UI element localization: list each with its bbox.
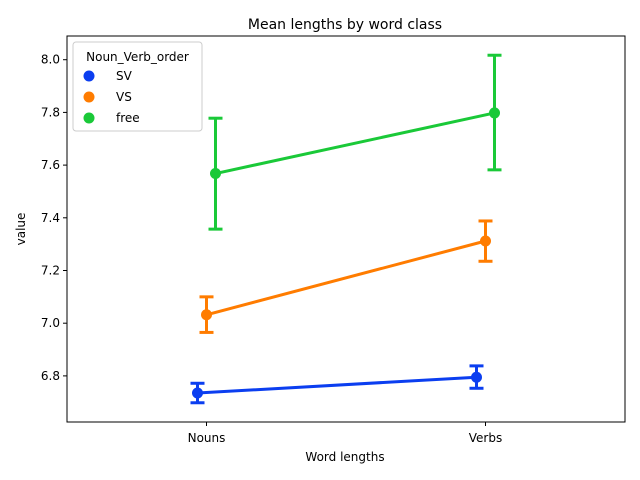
legend: Noun_Verb_order SV VS free [72, 41, 203, 132]
legend-label: free [116, 111, 140, 125]
legend-marker [83, 91, 95, 103]
legend-title: Noun_Verb_order [86, 50, 189, 64]
data-point [192, 387, 203, 399]
series-line [197, 375, 477, 395]
chart-title: Mean lengths by word class [248, 17, 442, 33]
legend-label: VS [116, 90, 132, 104]
y-tick-label: 7.2 [41, 263, 60, 277]
plot-frame [66, 35, 626, 423]
plot-area [190, 53, 502, 405]
x-axis: Nouns Verbs [188, 422, 502, 445]
series-line [215, 111, 495, 176]
x-tick-label: Verbs [469, 431, 502, 445]
y-axis: 6.8 7.0 7.2 7.4 7.6 7.8 8.0 [41, 53, 67, 383]
series-free [208, 53, 502, 231]
data-point [210, 168, 221, 180]
series-VS [199, 219, 493, 334]
y-tick-label: 7.4 [41, 211, 60, 225]
x-axis-label: Word lengths [305, 450, 384, 464]
data-point [489, 107, 500, 119]
y-axis-label: value [14, 213, 28, 246]
x-tick-label: Nouns [188, 431, 226, 445]
data-point [201, 309, 212, 321]
legend-marker [83, 70, 95, 82]
y-tick-label: 8.0 [41, 53, 60, 67]
legend-label: SV [116, 69, 133, 83]
data-point [471, 371, 482, 383]
series-line [206, 239, 486, 317]
y-tick-label: 7.8 [41, 105, 60, 119]
y-tick-label: 7.0 [41, 316, 60, 330]
legend-box [72, 41, 203, 132]
y-tick-label: 7.6 [41, 158, 60, 172]
legend-marker [83, 112, 95, 124]
y-tick-label: 6.8 [41, 369, 60, 383]
series-SV [190, 364, 484, 405]
data-point [480, 235, 491, 247]
